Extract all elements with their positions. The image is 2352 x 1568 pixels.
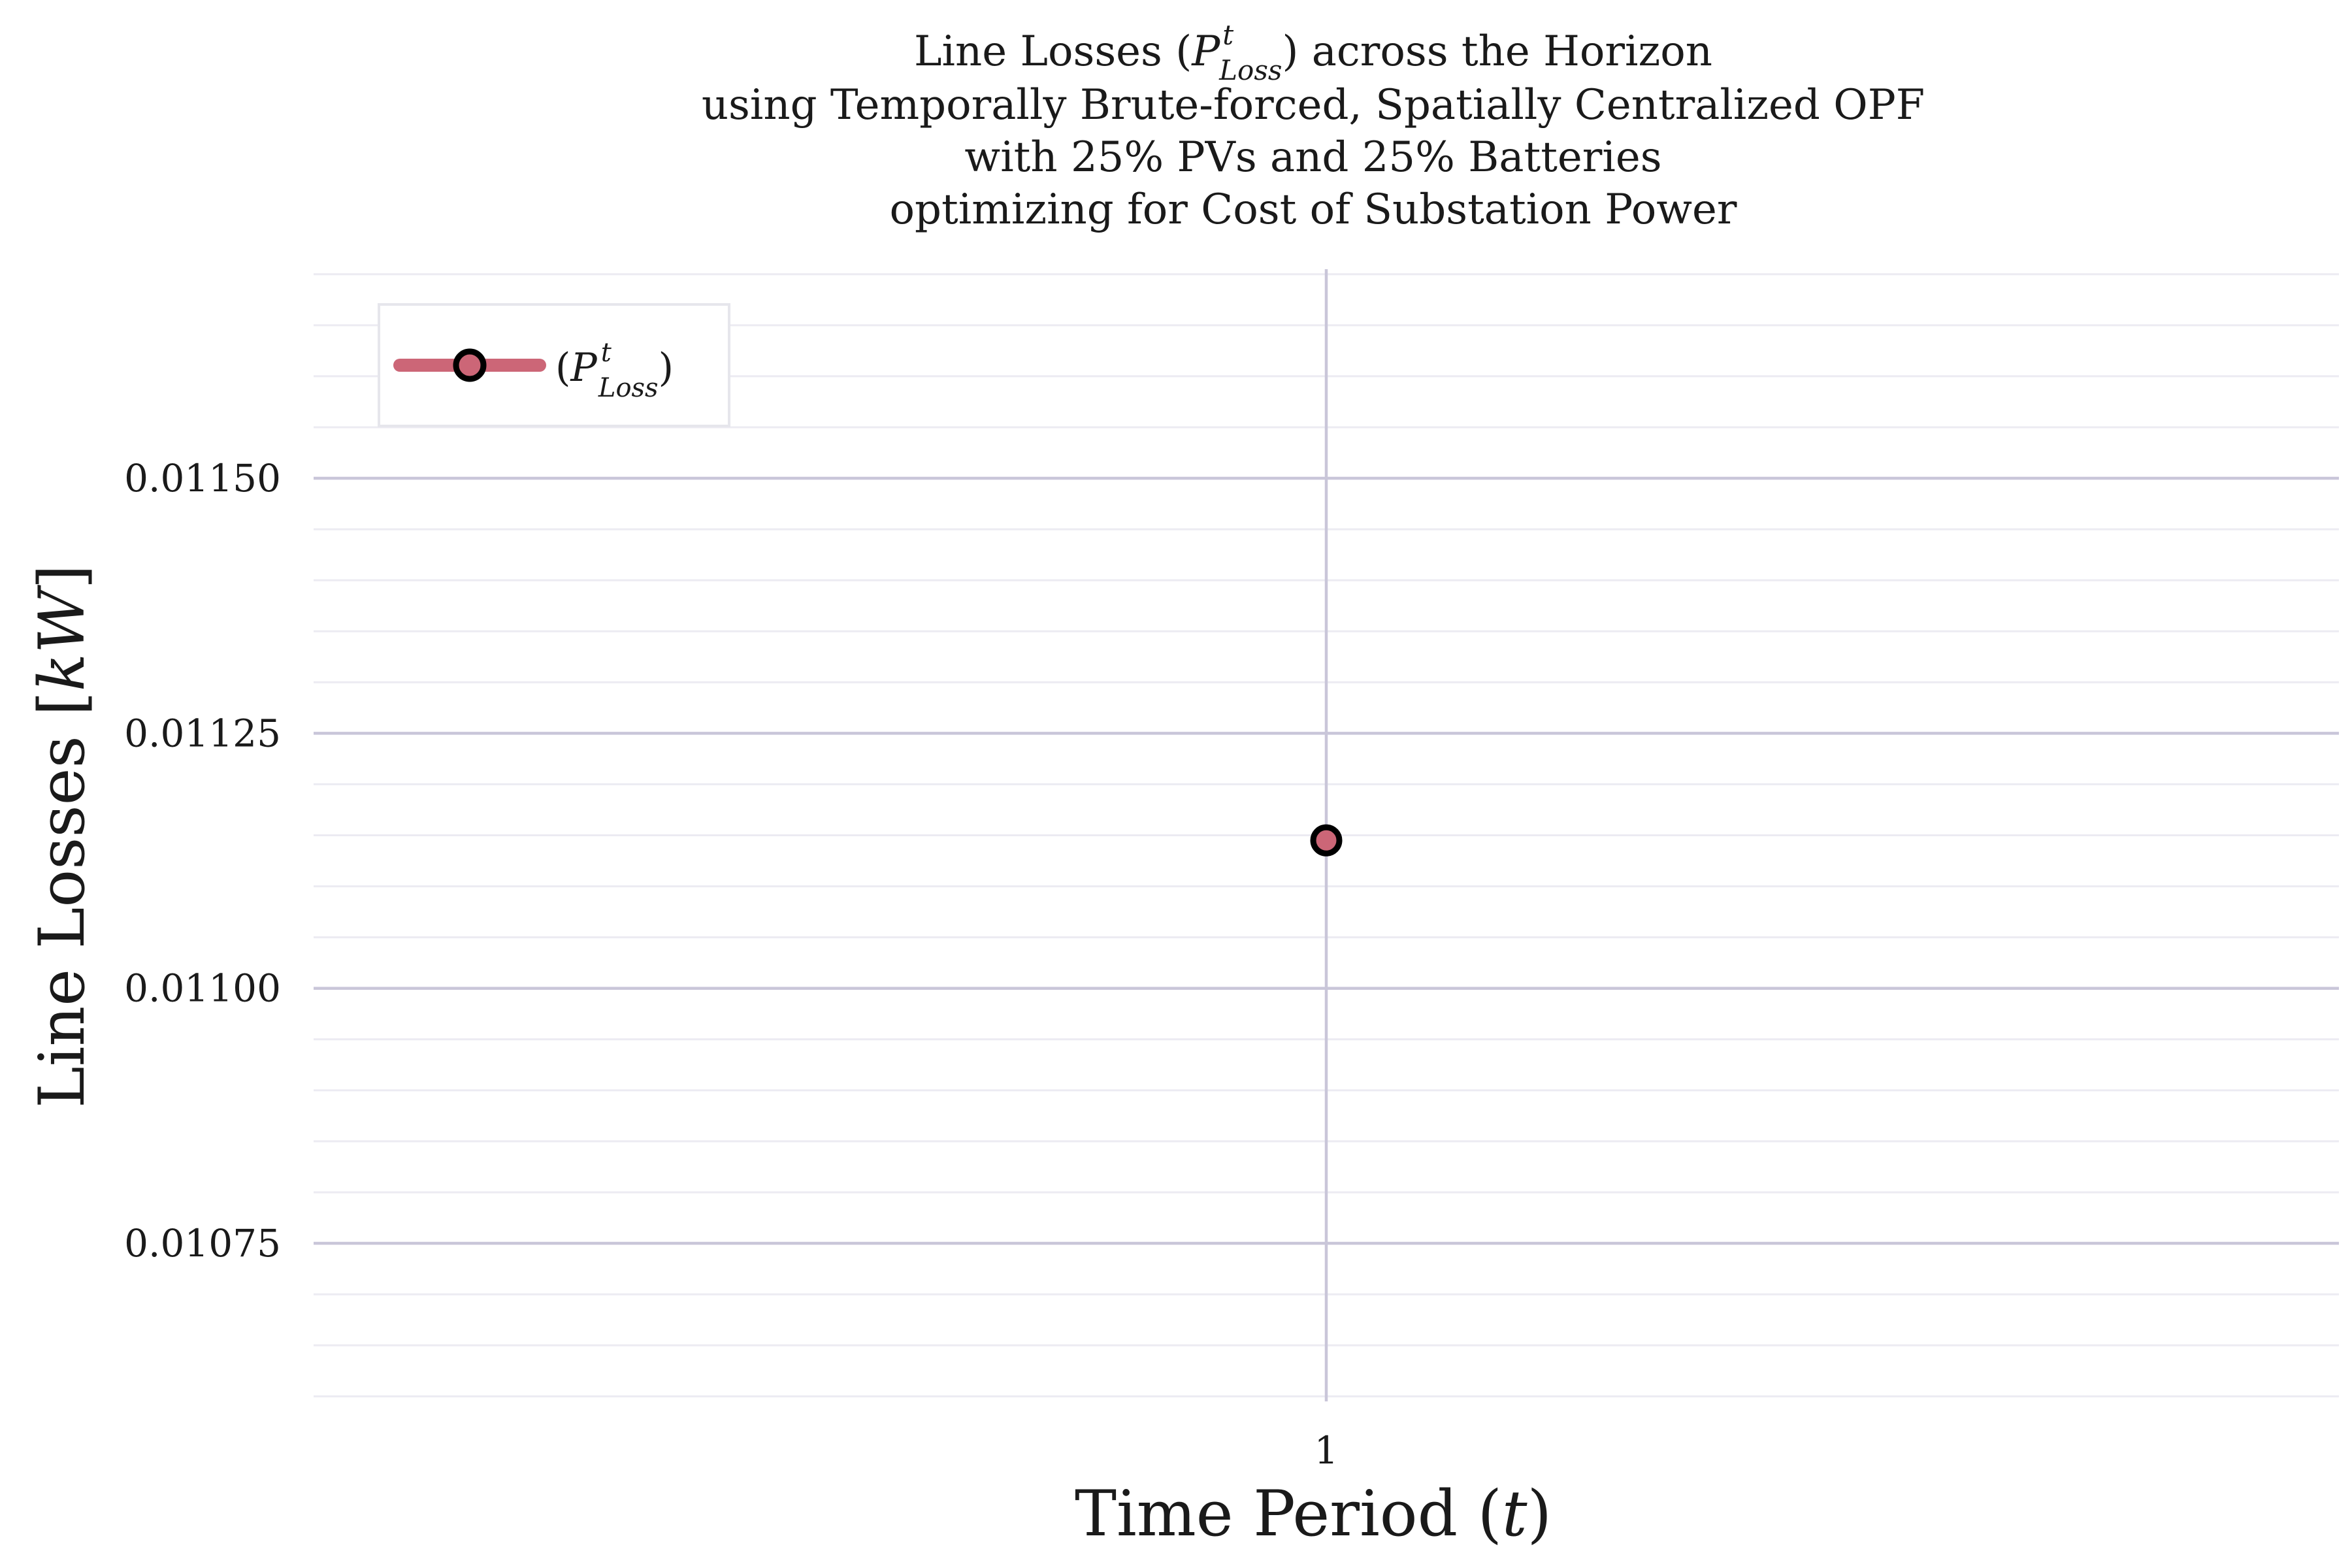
- y-tick-labels: 0.01075 0.01100 0.01125 0.01150: [124, 456, 281, 1266]
- legend: (P t Loss): [378, 303, 730, 427]
- legend-label-math-base: P: [570, 345, 598, 391]
- y-axis-title-math: kW: [25, 584, 99, 691]
- legend-label-suffix: ): [659, 345, 674, 391]
- legend-label-math-sub: Loss: [598, 373, 659, 403]
- x-tick-labels: 1: [1315, 1428, 1339, 1473]
- series-layer: [1310, 824, 1343, 857]
- y-axis-title-suffix: ]: [25, 564, 99, 589]
- title-line1-suffix: ) across the Horizon: [1282, 27, 1712, 76]
- chart-title-line-3: with 25% PVs and 25% Batteries: [964, 133, 1661, 182]
- x-axis-title-suffix: ): [1527, 1477, 1552, 1550]
- y-axis-title-prefix: Line Losses [: [25, 691, 99, 1108]
- x-axis-title-math: t: [1502, 1477, 1527, 1550]
- y-tick-label: 0.01125: [124, 711, 281, 755]
- y-tick-label: 0.01150: [124, 456, 281, 500]
- y-axis-title: Line Losses [kW]: [25, 564, 99, 1108]
- x-tick-label: 1: [1315, 1428, 1339, 1473]
- title-math-sup: t: [1222, 19, 1233, 51]
- legend-marker-swatch: [453, 348, 487, 382]
- title-math-sub: Loss: [1218, 54, 1282, 86]
- title-line1-prefix: Line Losses (: [914, 27, 1192, 76]
- chart-title-line-4: optimizing for Cost of Substation Power: [890, 186, 1737, 234]
- chart-title-line-1: Line Losses (Pt Loss) across the Horizon: [914, 19, 1712, 86]
- legend-label-math-sup: t: [601, 338, 612, 368]
- chart-title-line-2: using Temporally Brute-forced, Spatially…: [702, 81, 1925, 129]
- y-tick-label: 0.01100: [124, 966, 281, 1011]
- legend-label: (P t Loss): [555, 338, 674, 403]
- legend-label-prefix: (: [555, 345, 570, 391]
- y-tick-label: 0.01075: [124, 1221, 281, 1266]
- x-axis-title-prefix: Time Period (: [1075, 1477, 1502, 1550]
- data-point: [1310, 824, 1343, 857]
- title-math-base: P: [1191, 27, 1220, 76]
- chart-title: Line Losses (Pt Loss) across the Horizon …: [702, 19, 1925, 234]
- x-axis-title: Time Period (t): [1075, 1477, 1552, 1550]
